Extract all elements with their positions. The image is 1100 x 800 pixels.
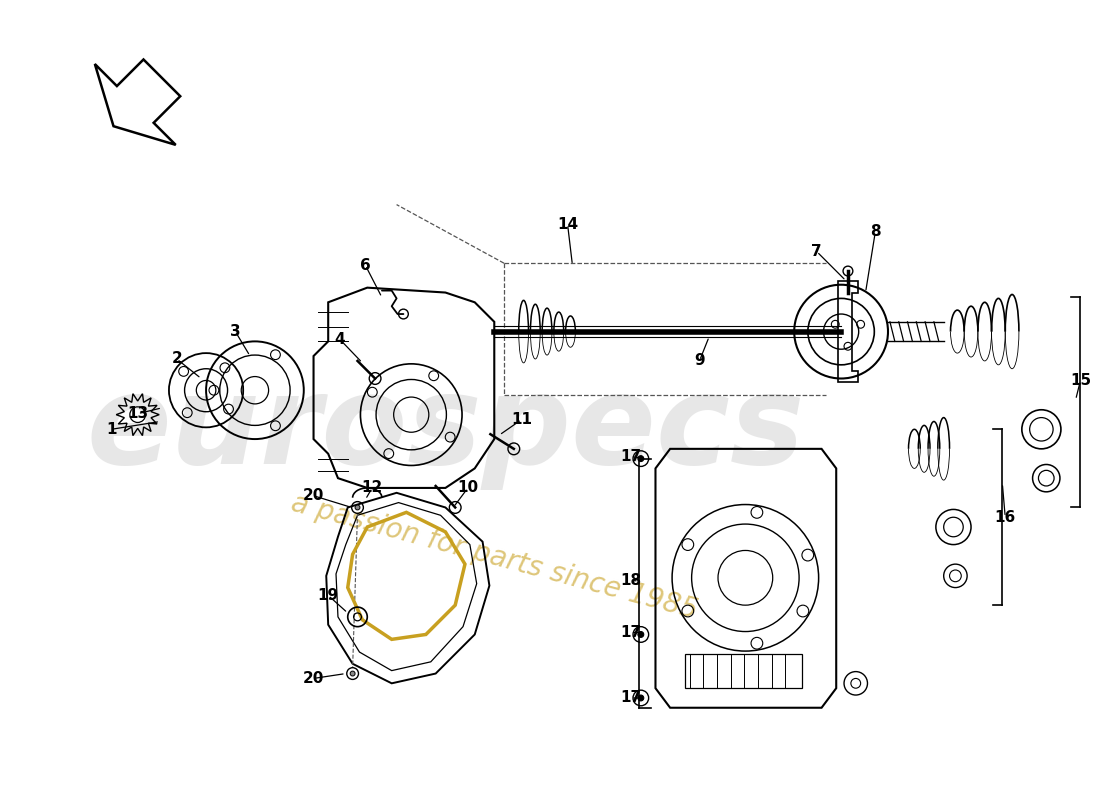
Text: a passion for parts since 1985: a passion for parts since 1985 <box>288 489 701 624</box>
Text: 18: 18 <box>620 574 641 588</box>
Circle shape <box>638 631 644 638</box>
Circle shape <box>355 505 360 510</box>
Text: 12: 12 <box>362 481 383 495</box>
Text: 7: 7 <box>812 244 822 259</box>
Text: 2: 2 <box>172 351 183 366</box>
Text: 13: 13 <box>128 406 148 421</box>
Text: 19: 19 <box>318 588 339 603</box>
Circle shape <box>638 456 644 462</box>
Text: 10: 10 <box>458 481 478 495</box>
Text: 3: 3 <box>230 324 241 339</box>
Text: 20: 20 <box>302 671 324 686</box>
Circle shape <box>350 671 355 676</box>
Text: 20: 20 <box>302 488 324 503</box>
Text: 4: 4 <box>334 332 345 347</box>
Text: 17: 17 <box>620 625 641 640</box>
Text: 6: 6 <box>360 258 371 273</box>
Text: 16: 16 <box>994 510 1016 525</box>
Text: 17: 17 <box>620 449 641 464</box>
Text: 8: 8 <box>870 225 881 239</box>
Text: 17: 17 <box>620 690 641 706</box>
Text: 15: 15 <box>1070 373 1091 388</box>
Text: 14: 14 <box>557 217 579 232</box>
Text: 1: 1 <box>106 422 117 437</box>
Text: eurospecs: eurospecs <box>86 369 804 490</box>
Text: 9: 9 <box>694 354 705 369</box>
Circle shape <box>638 695 644 701</box>
Bar <box>685 654 802 688</box>
Text: 11: 11 <box>512 412 532 427</box>
